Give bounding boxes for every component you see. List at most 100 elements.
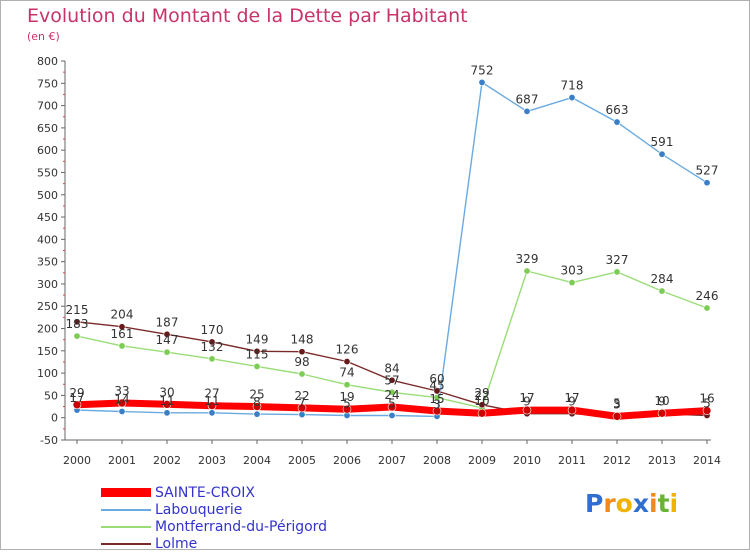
data-label: 663 [606,103,629,117]
data-label: 183 [66,317,89,331]
legend-swatch-labouquerie [101,508,151,511]
data-point [297,403,307,413]
x-tick-label: 2002 [153,454,181,467]
data-point [388,411,396,419]
y-tick-label: 750 [37,77,58,90]
legend-label: Lolme [155,535,198,552]
data-label: 11 [159,394,174,408]
data-label: 33 [114,384,129,398]
data-point [163,348,171,356]
data-label: 17 [69,391,84,405]
data-label: 29 [474,386,489,400]
y-tick-label: 450 [37,211,58,224]
chart-subtitle: (en €) [27,30,60,43]
legend-swatch-montferrand [101,525,151,528]
y-tick-label: 100 [37,367,58,380]
legend-item-labouquerie: Labouquerie [101,501,327,518]
logo-letter: o [615,489,633,518]
logo-letter: r [603,489,616,518]
data-point [118,407,126,415]
data-label: 8 [253,395,261,409]
x-tick-label: 2013 [648,454,676,467]
data-label: 60 [429,372,444,386]
y-tick-label: 400 [37,233,58,246]
y-tick-label: 550 [37,166,58,179]
legend-label: Labouquerie [155,501,243,518]
logo-letter: x [632,489,649,518]
data-label: 147 [156,333,179,347]
y-tick-label: 150 [37,345,58,358]
data-label: 74 [339,366,354,380]
data-label: 5 [613,396,621,410]
data-point [388,388,396,396]
data-point [343,358,351,366]
y-tick-label: 0 [51,412,58,425]
data-point [298,370,306,378]
x-tick-label: 2012 [603,454,631,467]
x-tick-label: 2000 [63,454,91,467]
data-point [72,400,82,410]
x-tick-label: 2014 [693,454,721,467]
data-label: 303 [561,264,584,278]
data-label: 30 [159,385,174,399]
data-label: 17 [519,391,534,405]
x-tick-label: 2009 [468,454,496,467]
data-label: 126 [336,343,359,357]
x-tick-label: 2007 [378,454,406,467]
data-point [207,401,217,410]
data-point [163,330,171,338]
proxiti-logo: Proxiti [585,489,678,518]
y-tick-label: 350 [37,256,58,269]
legend-swatch-sainte-croix [101,488,151,497]
data-label: 3 [433,397,441,411]
data-label: 132 [201,340,224,354]
x-tick-label: 2004 [243,454,271,467]
data-label: 24 [384,388,399,402]
data-label: 98 [294,355,309,369]
y-tick-label: 650 [37,122,58,135]
x-tick-label: 2001 [108,454,136,467]
data-point [253,410,261,418]
data-point [613,118,621,126]
data-label: 591 [651,135,674,149]
data-label: 45 [429,379,444,393]
data-label: 3 [613,397,621,411]
logo-letter: i [649,489,658,518]
data-label: 57 [384,373,399,387]
data-label: 204 [111,308,134,322]
data-point [208,409,216,417]
data-point [388,376,396,384]
data-point [163,409,171,417]
data-label: 148 [291,333,314,347]
data-point [343,381,351,389]
y-tick-label: 250 [37,300,58,313]
data-point [522,405,532,415]
data-label: 115 [246,347,269,361]
data-point [568,94,576,102]
legend-item-sainte-croix: SAINTE-CROIX [101,484,327,501]
data-point [523,107,531,115]
data-label: 9 [568,395,576,409]
data-label: 329 [516,252,539,266]
data-label: 687 [516,92,539,106]
y-tick-label: 600 [37,144,58,157]
data-point [477,408,487,418]
data-point [523,267,531,275]
data-label: 16 [699,392,714,406]
legend-label: Montferrand-du-Périgord [155,518,328,535]
x-tick-label: 2010 [513,454,541,467]
data-point [613,268,621,276]
data-label: 718 [561,79,584,93]
data-point [658,150,666,158]
data-point [118,323,126,331]
logo-letter: i [669,489,679,518]
logo-letter: P [585,489,604,518]
data-label: 11 [204,394,219,408]
data-point [478,78,486,86]
legend-swatch-lolme [101,542,151,545]
data-point [567,405,577,415]
data-point [433,387,441,395]
data-label: 5 [388,396,396,410]
